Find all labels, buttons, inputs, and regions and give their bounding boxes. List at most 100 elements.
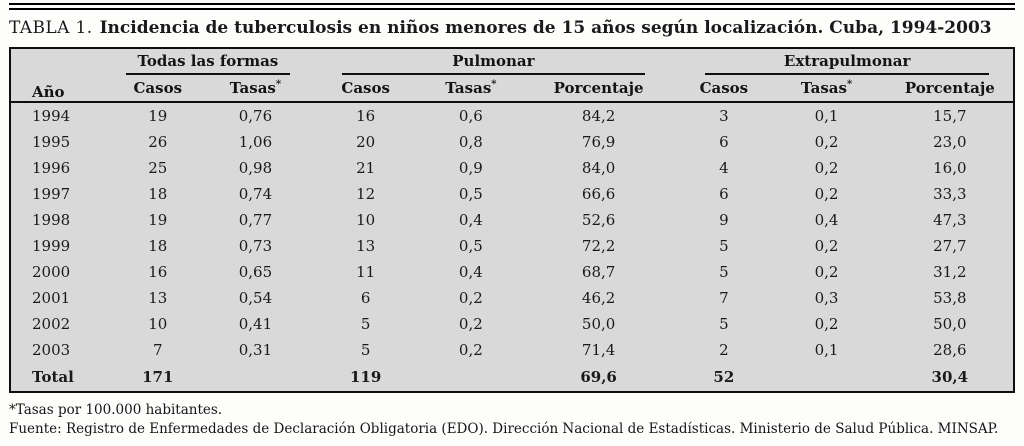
value-cell: 0,65 xyxy=(238,263,273,281)
value-cell: 16 xyxy=(148,263,168,281)
value-cell: 19 xyxy=(148,211,168,229)
value-cell: 11 xyxy=(356,263,376,281)
value-cell: 4 xyxy=(719,159,729,177)
table-row: 1998 19 0,77 10 0,4 52,6 9 0,4 47,3 xyxy=(10,207,1014,233)
value-cell: 7 xyxy=(153,341,163,359)
value-cell: 20 xyxy=(356,133,376,151)
group-label: Pulmonar xyxy=(341,52,646,75)
table-row: 2001 13 0,54 6 0,2 46,2 7 0,3 53,8 xyxy=(10,285,1014,311)
value-cell: 13 xyxy=(356,237,376,255)
value-cell: 0,9 xyxy=(458,159,483,177)
value-cell xyxy=(426,363,516,392)
value-cell: 0,8 xyxy=(458,133,483,151)
asterisk: * xyxy=(491,79,497,90)
value-cell: 46,2 xyxy=(581,289,616,307)
value-cell: 0,2 xyxy=(814,237,839,255)
value-cell: 0,54 xyxy=(238,289,273,307)
value-cell: 26 xyxy=(148,133,168,151)
col-header-tasas-todas: Tasas* xyxy=(205,75,306,103)
value-cell: 5 xyxy=(360,341,371,359)
value-cell: 0,2 xyxy=(458,289,483,307)
year-cell: 1997 xyxy=(32,185,71,203)
value-cell: 0,4 xyxy=(458,263,483,281)
value-cell: 28,6 xyxy=(933,341,967,359)
value-cell: 84,2 xyxy=(581,107,616,125)
value-cell: 21 xyxy=(356,159,376,177)
value-cell: 23,0 xyxy=(933,133,967,151)
value-cell: 47,3 xyxy=(933,211,967,229)
year-cell: 1995 xyxy=(32,133,71,151)
scanned-paper-page: TABLA 1. Incidencia de tuberculosis en ni… xyxy=(0,3,1024,439)
asterisk: * xyxy=(846,79,853,90)
value-cell: 69,6 xyxy=(580,368,617,386)
year-cell: 2002 xyxy=(32,315,71,333)
value-cell: 16,0 xyxy=(933,159,967,177)
group-label: Todas las formas xyxy=(126,52,290,75)
value-cell: 52,6 xyxy=(581,211,616,229)
asterisk: * xyxy=(275,79,282,90)
value-cell: 0,76 xyxy=(238,107,273,125)
table-caption: TABLA 1. Incidencia de tuberculosis en ni… xyxy=(9,18,1015,38)
col-header-casos-extrapulmonar: Casos xyxy=(681,75,767,103)
value-cell: 0,3 xyxy=(814,289,839,307)
year-cell: 1998 xyxy=(32,211,71,229)
value-cell: 19 xyxy=(148,107,168,125)
value-cell: 10 xyxy=(356,211,376,229)
value-cell xyxy=(205,363,305,392)
value-cell: 18 xyxy=(148,185,168,203)
value-cell: 0,98 xyxy=(238,159,273,177)
group-header-row: Año Todas las formas Pulmonar Extrapulmo… xyxy=(10,48,1014,103)
col-header-tasas-pulmonar: Tasas* xyxy=(425,75,516,103)
group-header-extrapulmonar: Extrapulmonar xyxy=(681,48,1014,75)
value-cell: 10 xyxy=(148,315,168,333)
sub-header-row: Casos Tasas* Casos Tasas* Porcentaje Cas… xyxy=(10,75,1014,103)
year-cell: 1994 xyxy=(32,107,71,125)
value-cell: 15,7 xyxy=(933,107,967,125)
value-cell: 1,06 xyxy=(238,133,273,151)
value-cell: 0,73 xyxy=(238,237,273,255)
value-cell: 72,2 xyxy=(581,237,616,255)
table-row: 2002 10 0,41 5 0,2 50,0 5 0,2 50,0 xyxy=(10,311,1014,337)
value-cell: 13 xyxy=(148,289,168,307)
value-cell: 0,6 xyxy=(458,107,483,125)
total-row: Total 171 119 69,6 52 30,4 xyxy=(10,363,1014,392)
col-header-porcentaje-extrapulmonar: Porcentaje xyxy=(886,75,1014,103)
value-cell: 2 xyxy=(719,341,729,359)
value-cell: 171 xyxy=(142,368,174,386)
value-cell: 5 xyxy=(360,315,371,333)
value-cell: 0,2 xyxy=(814,133,839,151)
group-label: Extrapulmonar xyxy=(705,52,989,75)
year-cell: 2000 xyxy=(32,263,71,281)
value-cell: 0,2 xyxy=(814,263,839,281)
table-title: Incidencia de tuberculosis en niños meno… xyxy=(99,18,992,38)
table-body: 1994 19 0,76 16 0,6 84,2 3 0,1 15,7 1995 26 1,06 20 0… xyxy=(10,102,1014,392)
group-header-todas-las-formas: Todas las formas xyxy=(110,48,305,75)
value-cell: 5 xyxy=(719,315,729,333)
value-cell: 0,1 xyxy=(814,341,839,359)
value-cell: 31,2 xyxy=(933,263,967,281)
value-cell: 52 xyxy=(713,368,735,386)
value-cell: 0,4 xyxy=(814,211,839,229)
table-row: 1995 26 1,06 20 0,8 76,9 6 0,2 23,0 xyxy=(10,129,1014,155)
value-cell: 71,4 xyxy=(581,341,616,359)
value-cell xyxy=(766,363,886,392)
value-cell: 0,2 xyxy=(814,315,839,333)
value-cell: 76,9 xyxy=(581,133,616,151)
value-cell: 9 xyxy=(719,211,729,229)
footnotes: *Tasas por 100.000 habitantes. Fuente: R… xyxy=(9,401,1015,439)
value-cell: 0,1 xyxy=(814,107,839,125)
table-row: 1999 18 0,73 13 0,5 72,2 5 0,2 27,7 xyxy=(10,233,1014,259)
value-cell: 50,0 xyxy=(933,315,967,333)
col-header-casos-todas: Casos xyxy=(110,75,206,103)
group-header-pulmonar: Pulmonar xyxy=(306,48,682,75)
value-cell: 66,6 xyxy=(581,185,616,203)
value-cell: 3 xyxy=(719,107,729,125)
value-cell: 84,0 xyxy=(581,159,616,177)
footnote-tasas: *Tasas por 100.000 habitantes. xyxy=(9,402,223,418)
col-header-porcentaje-pulmonar: Porcentaje xyxy=(515,75,682,103)
value-cell: 6 xyxy=(360,289,371,307)
table-row: 2003 7 0,31 5 0,2 71,4 2 0,1 28,6 xyxy=(10,337,1014,363)
value-cell: 6 xyxy=(719,185,729,203)
year-cell: 1999 xyxy=(32,237,71,255)
value-cell: 7 xyxy=(719,289,729,307)
